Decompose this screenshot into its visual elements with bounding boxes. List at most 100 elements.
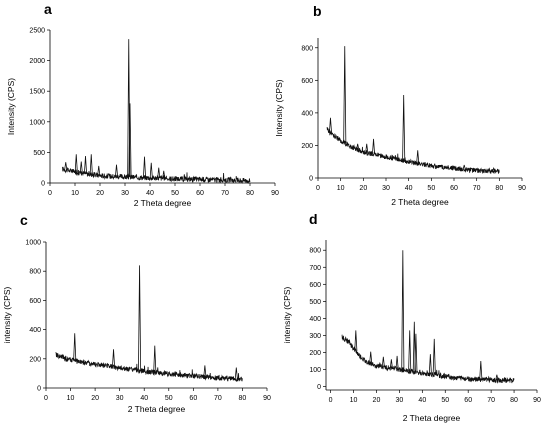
peak-d-3 (389, 359, 393, 369)
y-tick-label: 100 (309, 367, 321, 374)
x-tick-label: 40 (140, 395, 148, 402)
peak-b-3 (365, 143, 369, 153)
panel-b: b 0 10 20 30 40 50 60 70 80 90 0 200 400 600 800 2 Theta… (274, 3, 526, 207)
peak-d-2 (381, 356, 385, 368)
peak-c-2 (138, 265, 142, 371)
xrd-trace (55, 352, 243, 382)
peak-a-0 (64, 162, 68, 170)
y-tick-label: 2000 (29, 58, 45, 65)
y-tick-label: 400 (301, 110, 313, 117)
x-tick-label: 10 (350, 397, 358, 404)
y-axis-title: intensity (CPS) (2, 286, 12, 343)
x-tick-label: 90 (518, 185, 526, 192)
peak-d-6 (408, 330, 412, 372)
y-tick-label: 500 (33, 150, 45, 157)
y-tick-label: 0 (309, 176, 313, 183)
peak-b-2 (356, 143, 360, 150)
xrd-trace (62, 166, 251, 185)
x-tick-label: 0 (48, 190, 52, 197)
x-tick-label: 20 (96, 190, 104, 197)
panel-a: a 0 10 20 30 40 50 60 70 80 90 0 500 1000 1500 2000 2500… (6, 1, 279, 208)
y-tick-label: 200 (29, 356, 41, 363)
x-tick-label: 70 (487, 397, 495, 404)
x-tick-label: 30 (382, 185, 390, 192)
y-tick-label: 800 (301, 45, 313, 52)
y-tick-label: 700 (309, 265, 321, 272)
x-tick-label: 50 (427, 185, 435, 192)
x-tick-label: 90 (263, 395, 271, 402)
x-tick-label: 0 (329, 397, 333, 404)
x-tick-label: 80 (495, 185, 503, 192)
y-axis-title: intensity (CPS) (282, 286, 292, 343)
peak-c-3 (153, 345, 157, 373)
y-tick-label: 800 (309, 248, 321, 255)
peak-b-0 (328, 117, 332, 133)
xrd-trace (341, 334, 515, 384)
peak-c-0 (73, 333, 77, 361)
x-tick-label: 10 (337, 185, 345, 192)
panel-d: d 0 10 20 30 40 50 60 70 80 90 0 100 200 300 400 500 600 7… (282, 211, 541, 423)
x-tick-label: 80 (239, 395, 247, 402)
x-tick-label: 20 (359, 185, 367, 192)
x-axis-title: 2 Theta degree (391, 197, 449, 207)
x-tick-label: 60 (196, 190, 204, 197)
peak-a-3 (84, 156, 87, 174)
peak-b-4 (372, 138, 376, 155)
x-tick-label: 70 (214, 395, 222, 402)
y-tick-label: 800 (29, 269, 41, 276)
x-tick-label: 60 (450, 185, 458, 192)
x-tick-label: 0 (44, 395, 48, 402)
y-tick-label: 200 (301, 143, 313, 150)
peak-c-1 (112, 349, 116, 368)
y-tick-label: 600 (301, 78, 313, 85)
x-tick-label: 80 (246, 190, 254, 197)
y-tick-label: 0 (37, 386, 41, 393)
x-tick-label: 90 (271, 190, 279, 197)
y-tick-label: 2500 (29, 28, 45, 35)
peak-a-2 (79, 161, 83, 173)
y-tick-label: 400 (29, 327, 41, 334)
peak-d-12 (495, 374, 499, 381)
peak-b-5 (402, 94, 406, 161)
peak-a-11 (157, 167, 161, 179)
y-axis-title: Intensity (CPS) (6, 78, 16, 135)
peak-d-1 (369, 351, 373, 364)
peak-d-11 (479, 360, 483, 380)
peak-b-7 (462, 164, 466, 170)
y-tick-label: 600 (29, 298, 41, 305)
peak-d-0 (354, 330, 358, 352)
x-tick-label: 40 (146, 190, 154, 197)
panel-letter: c (20, 212, 28, 228)
x-tick-label: 50 (165, 395, 173, 402)
y-tick-label: 300 (309, 333, 321, 340)
y-axis-title: Intensity (CPS) (274, 79, 284, 136)
y-tick-label: 1000 (25, 240, 41, 247)
y-tick-label: 500 (309, 299, 321, 306)
peak-d-4 (395, 355, 399, 370)
x-tick-label: 80 (510, 397, 518, 404)
y-tick-label: 600 (309, 282, 321, 289)
x-tick-label: 30 (116, 395, 124, 402)
peak-a-1 (74, 154, 78, 173)
y-tick-label: 1500 (29, 89, 45, 96)
x-tick-label: 40 (405, 185, 413, 192)
x-tick-label: 50 (441, 397, 449, 404)
x-tick-label: 70 (473, 185, 481, 192)
x-axis-title: 2 Theta degree (128, 404, 186, 414)
x-tick-label: 10 (71, 190, 79, 197)
panel-letter: a (44, 1, 52, 17)
x-tick-label: 30 (121, 190, 129, 197)
x-tick-label: 0 (316, 185, 320, 192)
peak-a-4 (89, 154, 93, 175)
peak-d-9 (428, 354, 432, 375)
y-tick-label: 200 (309, 350, 321, 357)
peak-b-8 (492, 167, 496, 172)
peak-a-8 (128, 103, 132, 178)
x-axis-title: 2 Theta degree (134, 198, 192, 208)
peak-a-6 (115, 164, 118, 177)
x-tick-label: 90 (533, 397, 541, 404)
peak-a-5 (97, 165, 101, 176)
peak-b-6 (416, 150, 420, 164)
x-tick-label: 60 (189, 395, 197, 402)
panel-c: c 0 10 20 30 40 50 60 70 80 90 0 200 400 600 800 1000 2 T… (2, 212, 271, 414)
